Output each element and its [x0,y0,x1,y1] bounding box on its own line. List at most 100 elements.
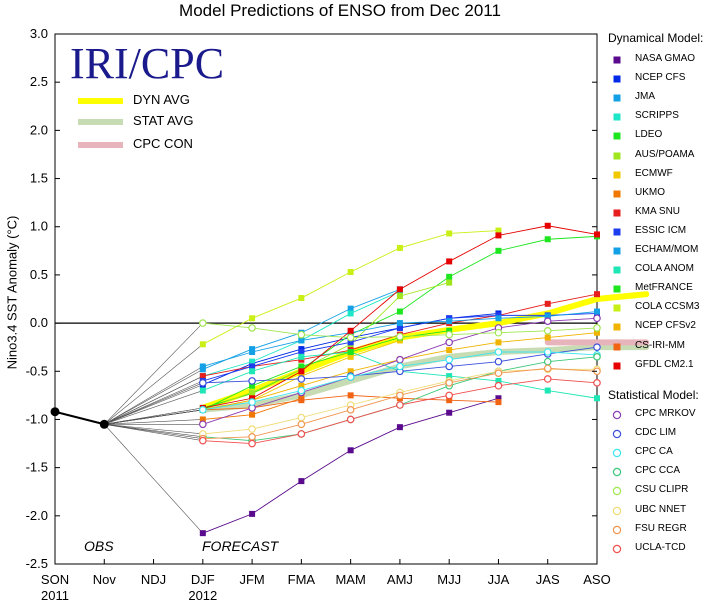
data-point [593,343,601,351]
legend-label: AUS/POAMA [635,148,695,160]
data-point [347,305,354,312]
year-label: 2012 [188,588,217,602]
data-point [593,314,601,323]
circle-marker-icon [612,468,622,477]
data-point [594,231,600,238]
x-tick-label: SON [41,572,69,587]
square-marker-icon [613,113,621,121]
data-point [396,355,404,364]
data-point [544,300,551,307]
series-line [202,282,450,411]
data-point [544,334,551,341]
plume-line [104,423,203,440]
data-point [494,381,503,390]
legend-item: ECHAM/MOM [604,243,716,259]
iri-cpc-logo: IRI/CPC [70,39,225,88]
data-point [495,399,502,406]
square-marker-icon [613,343,621,350]
data-point [199,363,206,370]
legend-cpc-con: CPC CON [78,135,228,155]
data-point [593,353,601,361]
data-point [495,315,502,322]
data-point [495,395,502,402]
data-point [396,293,403,300]
data-point [298,397,305,404]
data-point [297,330,306,339]
data-point [249,358,256,365]
data-point [347,349,354,355]
legend-label: GFDL CM2.1 [635,358,694,370]
data-point [543,375,552,383]
obs-annotation: OBS [84,538,114,554]
data-point [494,357,503,366]
chart-title: Model Predictions of ENSO from Dec 2011 [179,1,501,20]
legend-item: SCRIPPS [604,109,716,125]
x-tick-label: MAM [335,572,365,587]
data-point [346,373,355,381]
data-point [494,369,503,378]
legend-item: CPC MRKOV [604,407,716,423]
data-point [593,379,601,387]
data-point [249,411,256,418]
legend-label: JMA [635,91,655,103]
x-tick-label: AMJ [387,572,413,587]
y-tick-label: 3.0 [30,26,48,41]
plume-line [104,419,203,425]
data-point [297,375,306,383]
data-point [347,310,354,317]
legend-label: CPC MRKOV [635,408,696,419]
square-marker-icon [613,285,621,293]
data-point [494,328,503,337]
legend-item: NCEP CFSv2 [604,319,716,335]
data-point [544,236,551,243]
data-point [199,436,207,445]
plume-line [104,382,203,425]
data-point [248,377,256,385]
x-tick-label: JFM [239,572,264,587]
legend-item: AUS/POAMA [604,148,716,164]
y-tick-label: -2.0 [26,508,48,523]
square-marker-icon [613,132,621,140]
data-point [446,318,453,325]
data-point [396,391,404,400]
y-axis-label: Nino3.4 SST Anomaly (°C) [4,215,20,370]
square-marker-icon [613,152,621,159]
legend-item: CDC LIM [604,426,716,442]
data-point [495,227,502,234]
legend-label: SCRIPPS [635,110,679,122]
data-point [445,355,453,364]
data-point [594,329,600,336]
legend-item: CPC CCA [604,464,716,480]
legend-label: CPC CCA [635,465,681,477]
data-point [446,230,453,237]
legend-item: FSU REGR [604,522,716,538]
legend-label: MetFRANCE [635,282,693,294]
y-tick-label: 0.0 [30,315,48,330]
data-point [445,330,453,339]
plume-line [104,322,204,425]
data-point [298,382,305,389]
y-tick-label: 2.0 [30,122,48,137]
square-marker-icon [613,190,621,198]
legend-label: COLA ANOM [635,263,694,275]
data-point [445,338,453,347]
legend-label: ECHAM/MOM [635,244,699,255]
legend-item: UCLA-TCD [604,541,716,557]
data-point [297,430,306,438]
data-point [347,339,354,346]
plume-line [104,423,203,435]
data-point [248,398,256,406]
data-point [199,416,206,423]
legend-item: LDEO [604,128,716,144]
data-point [297,420,306,429]
square-marker-icon [613,247,621,255]
data-point [445,391,453,400]
data-point [495,377,502,384]
data-point [347,327,354,334]
data-point [543,364,552,373]
legend-label: LDEO [635,129,663,141]
legend-item: KMA SNU [604,205,716,221]
plume-line [104,423,203,438]
y-tick-label: 1.0 [30,219,48,234]
y-tick-label: -1.5 [26,460,48,475]
